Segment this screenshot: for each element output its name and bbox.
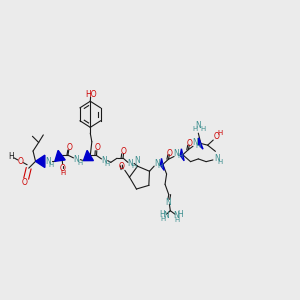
Text: N: N (74, 155, 80, 164)
Text: N: N (163, 212, 169, 220)
Polygon shape (160, 158, 164, 170)
Text: H: H (60, 170, 65, 176)
Text: H: H (217, 159, 222, 165)
Text: N: N (128, 159, 133, 168)
Polygon shape (180, 149, 184, 161)
Text: H: H (200, 126, 205, 132)
Text: N: N (154, 159, 160, 168)
Text: O: O (167, 148, 173, 158)
Text: H: H (131, 164, 136, 169)
Text: H: H (161, 216, 166, 222)
Text: H: H (77, 160, 82, 166)
Text: N: N (45, 157, 51, 166)
Text: H: H (9, 152, 14, 161)
Text: O: O (22, 178, 28, 187)
Text: O: O (94, 143, 100, 152)
Text: N: N (192, 138, 198, 147)
Text: N: N (165, 198, 171, 207)
Text: O: O (17, 157, 23, 166)
Text: H: H (157, 163, 162, 169)
Text: O: O (60, 164, 65, 173)
Text: H: H (49, 162, 54, 168)
Text: N: N (135, 156, 140, 165)
Polygon shape (55, 150, 65, 161)
Text: HO: HO (85, 90, 97, 99)
Text: O: O (118, 162, 124, 171)
Text: N: N (214, 154, 220, 163)
Polygon shape (199, 138, 203, 149)
Text: N: N (195, 121, 201, 130)
Text: H: H (195, 142, 201, 148)
Polygon shape (35, 155, 45, 167)
Text: H: H (177, 154, 182, 160)
Polygon shape (83, 150, 93, 161)
Text: H: H (174, 217, 179, 223)
Text: H: H (104, 161, 110, 167)
Text: H: H (177, 210, 182, 219)
Text: O: O (187, 139, 193, 148)
Text: O: O (121, 147, 127, 156)
Text: N: N (174, 149, 179, 158)
Text: N: N (173, 212, 179, 220)
Text: H: H (218, 130, 223, 136)
Text: O: O (67, 143, 72, 152)
Text: O: O (214, 132, 220, 141)
Text: H: H (160, 210, 165, 219)
Text: N: N (101, 156, 107, 165)
Text: H: H (192, 126, 197, 132)
